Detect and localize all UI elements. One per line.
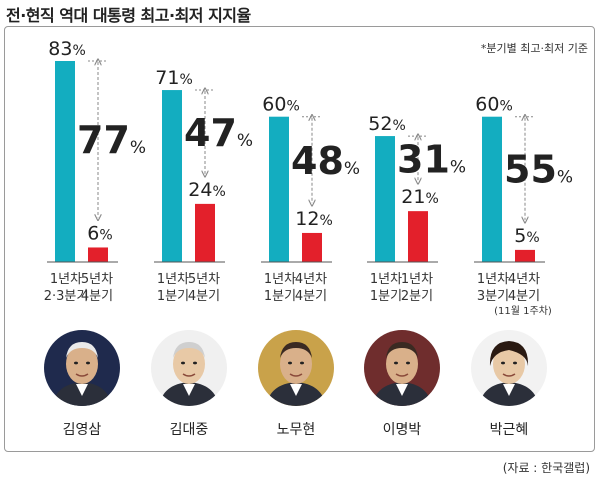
president-name: 김대중 <box>169 422 209 438</box>
president-name: 김영삼 <box>62 422 102 438</box>
tick-label-high: 1분기 <box>369 289 403 304</box>
value-label-high: 83% <box>48 38 86 60</box>
bar-high <box>269 116 289 262</box>
portrait-icon <box>471 330 547 406</box>
bar-high <box>482 116 502 262</box>
value-label-high: 60% <box>475 94 513 116</box>
president-name: 노무현 <box>276 422 316 438</box>
bar-low <box>88 247 108 262</box>
gap-label: 77% <box>77 118 146 162</box>
chart-frame <box>4 26 595 452</box>
tick-label-high: 1분기 <box>263 289 297 304</box>
tick-label-low: 4년차 <box>507 272 541 287</box>
value-label-low: 5% <box>514 225 539 247</box>
value-label-low: 24% <box>188 179 226 201</box>
chart-note: *분기별 최고·최저 기준 <box>480 42 588 55</box>
bar-low <box>302 232 322 262</box>
tick-label-low: 4분기 <box>187 289 221 304</box>
gap-label: 55% <box>504 147 573 191</box>
bar-high <box>162 90 182 262</box>
tick-label-low: 5년차 <box>187 272 221 287</box>
portrait-icon <box>151 330 227 406</box>
value-label-low: 21% <box>401 186 439 208</box>
value-label-high: 60% <box>262 94 300 116</box>
tick-label-low: 4분기 <box>294 289 328 304</box>
tick-label-low: 4년차 <box>294 272 328 287</box>
gap-label: 48% <box>291 139 360 183</box>
bar-high <box>55 61 75 262</box>
tick-label-high: 1분기 <box>156 289 190 304</box>
tick-label-low: 5년차 <box>80 272 114 287</box>
gap-label: 47% <box>184 111 253 155</box>
bar-low <box>515 249 535 262</box>
bar-low <box>408 211 428 262</box>
portrait-icon <box>364 330 440 406</box>
gap-label: 31% <box>397 138 466 182</box>
value-label-high: 52% <box>368 113 406 135</box>
tick-label-high: 1년차 <box>369 272 403 287</box>
tick-label-high: 1년차 <box>156 272 190 287</box>
portrait-icon <box>258 330 334 406</box>
chart-title: 전·현직 역대 대통령 최고·최저 지지율 <box>6 6 251 25</box>
tick-label-low-note: (11월 1주차) <box>494 306 552 317</box>
tick-label-high: 1년차 <box>263 272 297 287</box>
value-label-high: 71% <box>155 67 193 89</box>
president-name: 이명박 <box>382 422 422 438</box>
bar-high <box>375 136 395 262</box>
tick-label-high: 1년차 <box>49 272 83 287</box>
tick-label-low: 4분기 <box>507 289 541 304</box>
tick-label-low: 4분기 <box>80 289 114 304</box>
value-label-low: 12% <box>295 208 333 230</box>
tick-label-low: 2분기 <box>400 289 434 304</box>
portrait-icon <box>44 330 120 406</box>
tick-label-high: 1년차 <box>476 272 510 287</box>
bar-low <box>195 203 215 262</box>
president-name: 박근혜 <box>489 422 529 438</box>
tick-label-high: 2·3분기 <box>43 289 89 304</box>
tick-label-low: 1년차 <box>400 272 434 287</box>
tick-label-high: 3분기 <box>476 289 510 304</box>
source-note: (자료 : 한국갤럽) <box>502 461 590 475</box>
value-label-low: 6% <box>87 222 112 244</box>
